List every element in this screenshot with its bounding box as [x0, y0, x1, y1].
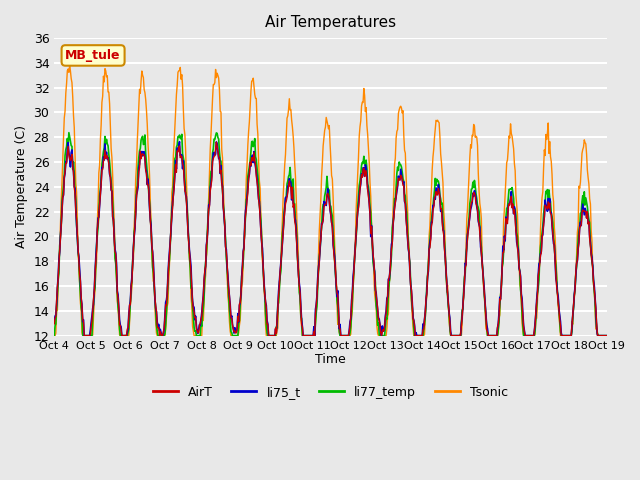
Legend: AirT, li75_t, li77_temp, Tsonic: AirT, li75_t, li77_temp, Tsonic — [148, 381, 513, 404]
X-axis label: Time: Time — [315, 353, 346, 366]
Y-axis label: Air Temperature (C): Air Temperature (C) — [15, 125, 28, 248]
Title: Air Temperatures: Air Temperatures — [265, 15, 396, 30]
Text: MB_tule: MB_tule — [65, 49, 121, 62]
